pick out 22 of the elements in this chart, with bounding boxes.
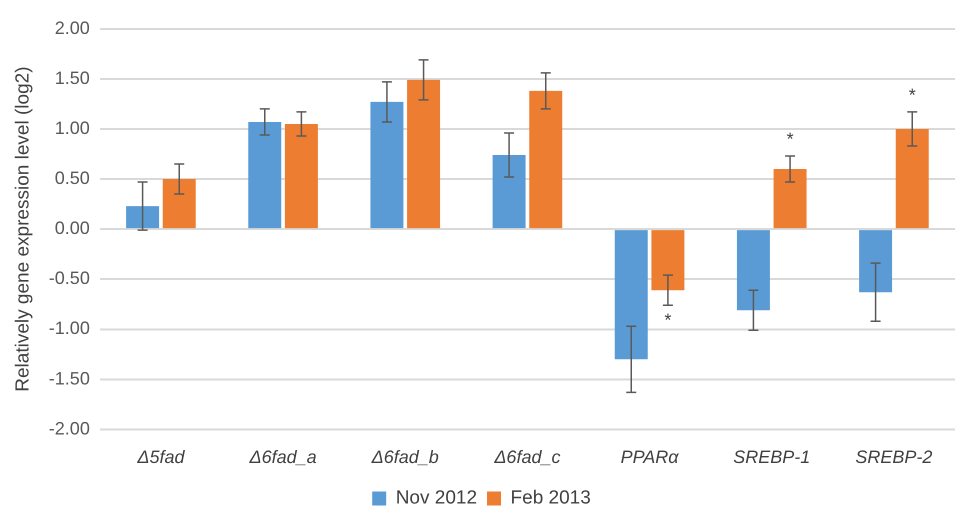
x-tick-label: Δ6fad_b <box>370 447 439 468</box>
y-tick-label: -2.00 <box>48 418 90 438</box>
y-tick-label: -1.00 <box>48 318 90 338</box>
annotation: * <box>786 128 794 149</box>
x-tick-label: Δ6fad_a <box>248 447 317 468</box>
y-tick-label: 2.00 <box>54 18 90 38</box>
y-tick-label: -0.50 <box>48 268 90 288</box>
y-tick-label: 1.50 <box>54 68 90 88</box>
x-tick-label: PPARα <box>620 447 680 468</box>
legend-label: Nov 2012 <box>396 488 478 509</box>
y-tick-label: -1.50 <box>48 368 90 388</box>
x-tick-label: Δ6fad_c <box>493 447 560 468</box>
annotation: * <box>664 310 672 330</box>
y-tick-label: 1.00 <box>54 118 90 138</box>
y-tick-label: 0.50 <box>54 168 90 188</box>
x-tick-label: Δ5fad <box>136 447 186 468</box>
legend-label: Feb 2013 <box>510 488 591 509</box>
x-tick-label: SREBP-1 <box>733 447 810 468</box>
annotation: * <box>908 84 916 105</box>
y-axis-title: Relatively gene expression level (log2) <box>12 66 34 392</box>
x-tick-label: SREBP-2 <box>855 447 932 468</box>
y-tick-label: 0.00 <box>54 218 90 238</box>
